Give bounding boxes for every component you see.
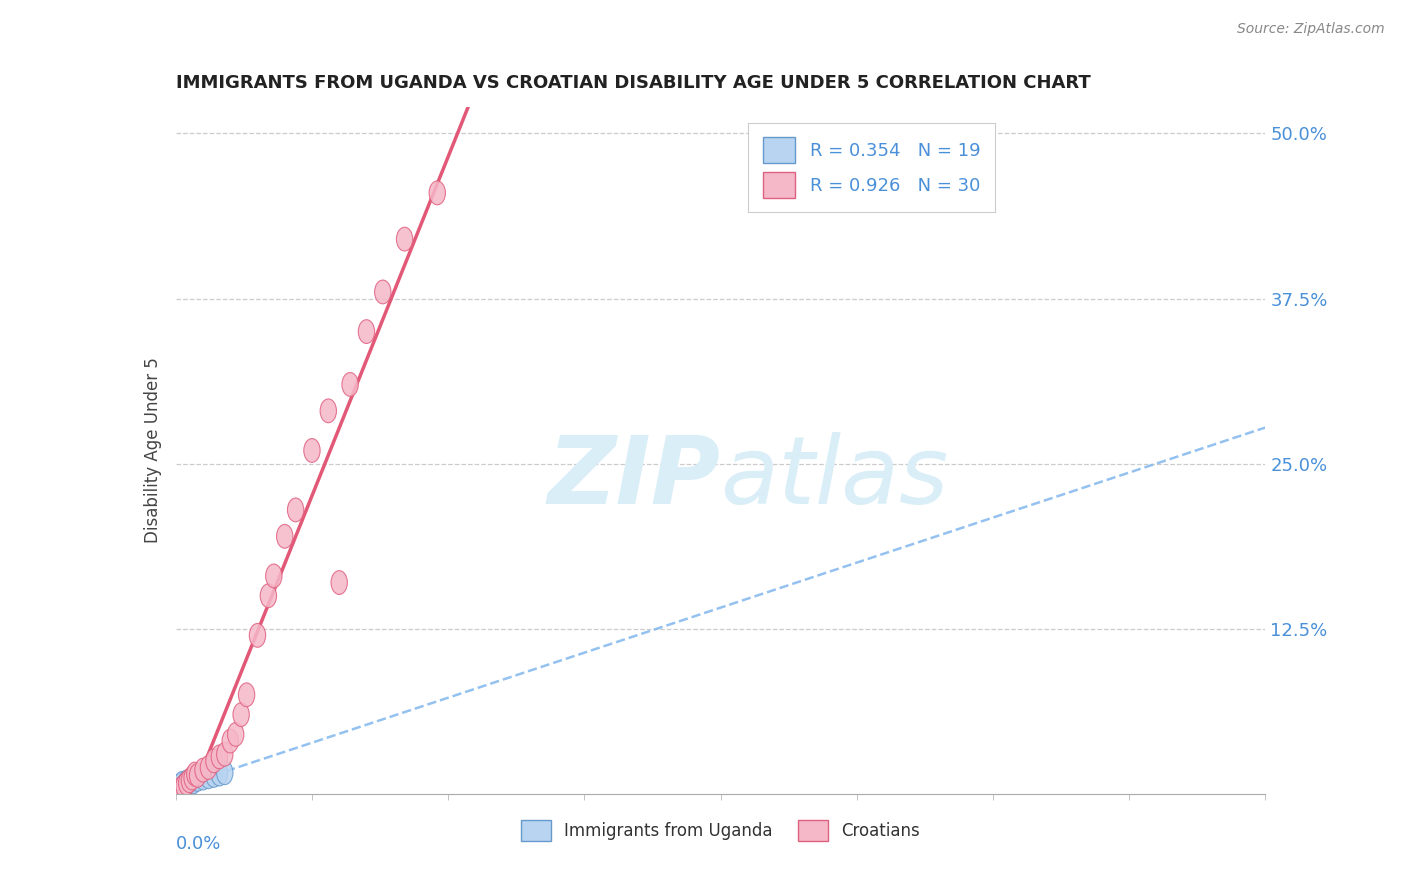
Ellipse shape	[200, 756, 217, 780]
Ellipse shape	[211, 762, 228, 786]
Ellipse shape	[184, 769, 200, 793]
Ellipse shape	[277, 524, 292, 549]
Ellipse shape	[181, 772, 197, 797]
Ellipse shape	[429, 181, 446, 205]
Ellipse shape	[187, 762, 202, 786]
Ellipse shape	[190, 767, 205, 791]
Ellipse shape	[179, 772, 195, 795]
Y-axis label: Disability Age Under 5: Disability Age Under 5	[143, 358, 162, 543]
Ellipse shape	[233, 703, 249, 726]
Ellipse shape	[330, 571, 347, 594]
Ellipse shape	[195, 766, 211, 790]
Ellipse shape	[304, 439, 321, 462]
Ellipse shape	[239, 683, 254, 706]
Ellipse shape	[260, 584, 277, 607]
Ellipse shape	[217, 761, 233, 785]
Ellipse shape	[173, 772, 190, 797]
Ellipse shape	[186, 770, 201, 794]
Text: 0.0%: 0.0%	[176, 835, 221, 853]
Ellipse shape	[342, 373, 359, 396]
Ellipse shape	[169, 777, 186, 800]
Ellipse shape	[181, 769, 197, 793]
Ellipse shape	[170, 780, 187, 803]
Text: IMMIGRANTS FROM UGANDA VS CROATIAN DISABILITY AGE UNDER 5 CORRELATION CHART: IMMIGRANTS FROM UGANDA VS CROATIAN DISAB…	[176, 74, 1091, 92]
Ellipse shape	[172, 774, 188, 797]
Ellipse shape	[176, 774, 193, 797]
Ellipse shape	[287, 498, 304, 522]
Ellipse shape	[169, 778, 186, 802]
Ellipse shape	[184, 766, 200, 790]
Ellipse shape	[190, 764, 205, 788]
Text: ZIP: ZIP	[548, 432, 721, 524]
Ellipse shape	[179, 770, 195, 794]
Ellipse shape	[173, 777, 190, 800]
Ellipse shape	[217, 742, 233, 766]
Ellipse shape	[170, 775, 187, 799]
Ellipse shape	[176, 774, 193, 797]
Ellipse shape	[374, 280, 391, 304]
Ellipse shape	[266, 564, 283, 588]
Text: Source: ZipAtlas.com: Source: ZipAtlas.com	[1237, 22, 1385, 37]
Ellipse shape	[200, 764, 217, 789]
Ellipse shape	[180, 772, 195, 795]
Ellipse shape	[205, 764, 222, 788]
Ellipse shape	[211, 745, 228, 769]
Legend: Immigrants from Uganda, Croatians: Immigrants from Uganda, Croatians	[515, 814, 927, 847]
Ellipse shape	[249, 624, 266, 648]
Ellipse shape	[172, 777, 187, 800]
Ellipse shape	[195, 758, 211, 782]
Ellipse shape	[205, 749, 222, 772]
Ellipse shape	[359, 319, 374, 343]
Text: atlas: atlas	[721, 433, 949, 524]
Ellipse shape	[321, 399, 336, 423]
Ellipse shape	[174, 772, 190, 795]
Ellipse shape	[222, 729, 239, 753]
Ellipse shape	[396, 227, 413, 251]
Ellipse shape	[228, 723, 243, 747]
